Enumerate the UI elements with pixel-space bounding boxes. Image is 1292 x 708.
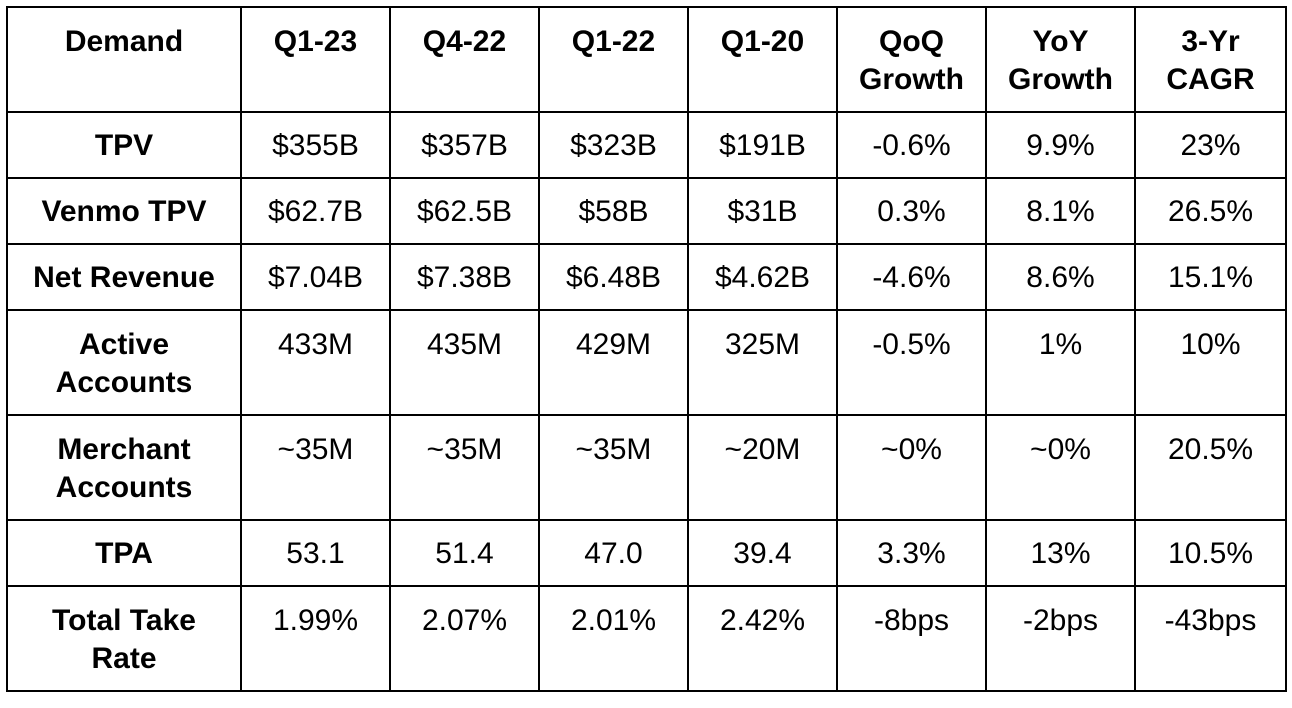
table-cell: ~0% xyxy=(836,414,987,521)
table-cell: 20.5% xyxy=(1134,414,1287,521)
column-header: Q1-20 xyxy=(687,6,838,113)
column-header: Q4-22 xyxy=(389,6,540,113)
table-cell: $323B xyxy=(538,111,689,179)
table-cell: 433M xyxy=(240,309,391,416)
table-row: Net Revenue $7.04B $7.38B $6.48B $4.62B … xyxy=(6,243,1287,311)
table-row: Active Accounts 433M 435M 429M 325M -0.5… xyxy=(6,309,1287,416)
row-label: Active Accounts xyxy=(6,309,242,416)
table-cell: -2bps xyxy=(985,585,1136,692)
table-cell: 47.0 xyxy=(538,519,689,587)
table-row: TPV $355B $357B $323B $191B -0.6% 9.9% 2… xyxy=(6,111,1287,179)
table-row: Venmo TPV $62.7B $62.5B $58B $31B 0.3% 8… xyxy=(6,177,1287,245)
table-cell: $355B xyxy=(240,111,391,179)
table-cell: 51.4 xyxy=(389,519,540,587)
table-cell: 15.1% xyxy=(1134,243,1287,311)
table-cell: ~35M xyxy=(389,414,540,521)
column-header: 3-Yr CAGR xyxy=(1134,6,1287,113)
table-cell: $4.62B xyxy=(687,243,838,311)
table-cell: 26.5% xyxy=(1134,177,1287,245)
row-label: TPV xyxy=(6,111,242,179)
column-header: Q1-23 xyxy=(240,6,391,113)
table-cell: 8.1% xyxy=(985,177,1136,245)
table-cell: 429M xyxy=(538,309,689,416)
table-cell: 2.01% xyxy=(538,585,689,692)
table-cell: $191B xyxy=(687,111,838,179)
header-row: Demand Q1-23 Q4-22 Q1-22 Q1-20 QoQ Growt… xyxy=(6,6,1287,113)
table-cell: -0.6% xyxy=(836,111,987,179)
column-header: Demand xyxy=(6,6,242,113)
table-row: Merchant Accounts ~35M ~35M ~35M ~20M ~0… xyxy=(6,414,1287,521)
table-cell: ~0% xyxy=(985,414,1136,521)
table-cell: 3.3% xyxy=(836,519,987,587)
demand-metrics-table: Demand Q1-23 Q4-22 Q1-22 Q1-20 QoQ Growt… xyxy=(6,6,1287,692)
table-cell: 10.5% xyxy=(1134,519,1287,587)
table-cell: 1.99% xyxy=(240,585,391,692)
table-row: Total Take Rate 1.99% 2.07% 2.01% 2.42% … xyxy=(6,585,1287,692)
table-cell: $6.48B xyxy=(538,243,689,311)
table-cell: 8.6% xyxy=(985,243,1136,311)
row-label: Total Take Rate xyxy=(6,585,242,692)
table-cell: 325M xyxy=(687,309,838,416)
table-cell: 435M xyxy=(389,309,540,416)
row-label: Net Revenue xyxy=(6,243,242,311)
table-cell: 2.42% xyxy=(687,585,838,692)
table-cell: 10% xyxy=(1134,309,1287,416)
row-label: Venmo TPV xyxy=(6,177,242,245)
table-cell: 9.9% xyxy=(985,111,1136,179)
table-cell: ~35M xyxy=(240,414,391,521)
table-cell: $7.38B xyxy=(389,243,540,311)
table-cell: -4.6% xyxy=(836,243,987,311)
table-cell: $62.5B xyxy=(389,177,540,245)
row-label: Merchant Accounts xyxy=(6,414,242,521)
table-cell: 23% xyxy=(1134,111,1287,179)
table-cell: -43bps xyxy=(1134,585,1287,692)
table-cell: $7.04B xyxy=(240,243,391,311)
column-header: YoY Growth xyxy=(985,6,1136,113)
table-cell: -8bps xyxy=(836,585,987,692)
table-cell: 1% xyxy=(985,309,1136,416)
table-cell: 2.07% xyxy=(389,585,540,692)
table-cell: $357B xyxy=(389,111,540,179)
table-cell: ~35M xyxy=(538,414,689,521)
table-row: TPA 53.1 51.4 47.0 39.4 3.3% 13% 10.5% xyxy=(6,519,1287,587)
table-cell: 39.4 xyxy=(687,519,838,587)
row-label: TPA xyxy=(6,519,242,587)
table-cell: $62.7B xyxy=(240,177,391,245)
table-cell: ~20M xyxy=(687,414,838,521)
table-cell: -0.5% xyxy=(836,309,987,416)
table-cell: 53.1 xyxy=(240,519,391,587)
column-header: Q1-22 xyxy=(538,6,689,113)
table-cell: $31B xyxy=(687,177,838,245)
column-header: QoQ Growth xyxy=(836,6,987,113)
table-cell: 0.3% xyxy=(836,177,987,245)
table-cell: 13% xyxy=(985,519,1136,587)
table-cell: $58B xyxy=(538,177,689,245)
